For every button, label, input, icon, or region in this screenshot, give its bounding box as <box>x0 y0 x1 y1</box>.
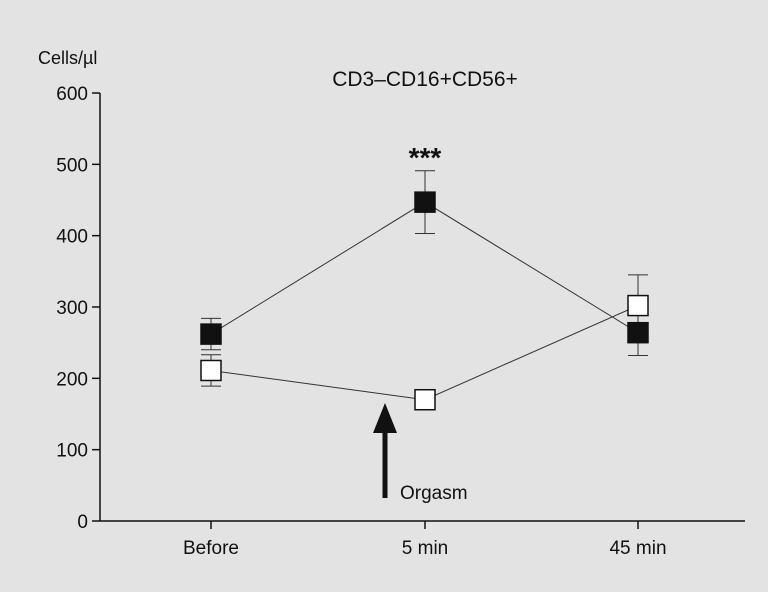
y-tick-label: 300 <box>56 298 88 319</box>
y-tick-label: 400 <box>56 227 88 248</box>
x-tick-label: Before <box>183 538 239 559</box>
y-tick-label: 0 <box>77 512 88 533</box>
data-point-open <box>414 388 436 411</box>
x-axis: Before 5 min 45 min <box>100 520 745 559</box>
y-tick-label: 500 <box>56 155 88 176</box>
series-line <box>210 305 639 401</box>
y-tick-label: 200 <box>56 369 88 390</box>
data-point-open <box>200 359 222 382</box>
x-tick-label: 45 min <box>609 538 666 559</box>
arrow-head <box>373 403 397 433</box>
data-point-filled <box>627 321 649 344</box>
x-tick-label: 5 min <box>402 538 448 559</box>
data-point-open <box>627 294 649 317</box>
significance-marker: *** <box>409 142 442 173</box>
data-point-filled <box>200 323 222 345</box>
data-point-filled <box>414 191 436 213</box>
y-axis: 0 100 200 300 400 500 600 <box>56 84 101 533</box>
orgasm-arrow <box>373 403 397 498</box>
y-tick-label: 600 <box>56 84 88 105</box>
y-tick-label: 100 <box>56 441 88 462</box>
y-axis-label: Cells/µl <box>38 48 97 68</box>
chart-title: CD3–CD16+CD56+ <box>332 68 518 91</box>
orgasm-label: Orgasm <box>400 483 468 504</box>
data-points <box>200 191 649 411</box>
